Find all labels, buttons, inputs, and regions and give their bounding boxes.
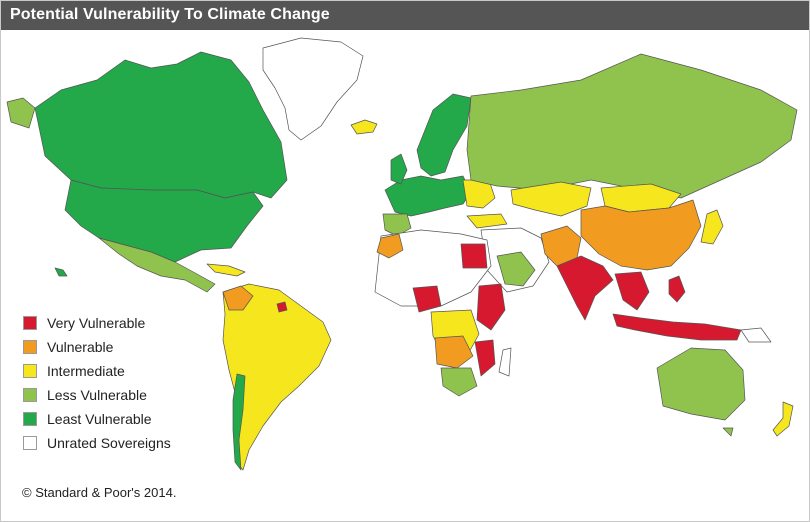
region-egypt — [460, 243, 488, 269]
region-china — [580, 199, 702, 271]
region-usa — [64, 179, 264, 263]
region-mozambique — [474, 339, 496, 377]
legend-label: Vulnerable — [47, 339, 114, 355]
region-madagascar — [498, 347, 512, 377]
region-mexico — [98, 237, 216, 293]
region-angola — [434, 335, 474, 369]
legend-swatch — [23, 388, 37, 402]
legend-label: Less Vulnerable — [47, 387, 147, 403]
region-turkey — [466, 213, 508, 229]
region-morocco — [376, 233, 404, 259]
region-uk — [390, 153, 408, 185]
region-southeast-asia — [614, 271, 650, 311]
title-bar: Potential Vulnerability To Climate Chang… — [1, 1, 809, 30]
world-map — [6, 37, 798, 471]
region-japan — [700, 209, 724, 245]
region-philippines — [668, 275, 686, 303]
region-arabia — [496, 251, 536, 287]
region-nigeria — [412, 285, 442, 313]
copyright-text: © Standard & Poor's 2014. — [22, 485, 177, 500]
region-south-africa — [440, 367, 478, 397]
legend-swatch — [23, 412, 37, 426]
region-png — [740, 327, 772, 343]
region-new-zealand — [772, 401, 794, 437]
region-iceland — [350, 119, 378, 135]
region-russia — [466, 53, 798, 199]
region-scandinavia — [416, 93, 472, 177]
legend-label: Intermediate — [47, 363, 125, 379]
region-canada — [34, 51, 288, 199]
region-south-america — [222, 283, 332, 471]
region-iberia — [382, 213, 412, 237]
region-indonesia — [612, 313, 742, 341]
region-kazakhstan — [510, 181, 592, 217]
region-chile — [232, 373, 246, 471]
legend-label: Unrated Sovereigns — [47, 435, 171, 451]
region-tasmania — [722, 427, 734, 437]
legend-label: Very Vulnerable — [47, 315, 146, 331]
region-guyana — [276, 301, 288, 313]
legend-swatch — [23, 316, 37, 330]
region-alaska — [6, 97, 36, 129]
legend-swatch — [23, 340, 37, 354]
region-australia — [656, 347, 746, 421]
legend-swatch — [23, 364, 37, 378]
map-title: Potential Vulnerability To Climate Chang… — [10, 6, 330, 23]
legend-label: Least Vulnerable — [47, 411, 152, 427]
region-india — [556, 255, 614, 321]
region-ethiopia-kenya — [476, 283, 506, 331]
legend-swatch — [23, 436, 37, 450]
region-colombia — [222, 285, 254, 311]
region-hawaii — [54, 267, 68, 277]
region-caribbean — [206, 263, 246, 277]
region-greenland — [262, 37, 364, 141]
